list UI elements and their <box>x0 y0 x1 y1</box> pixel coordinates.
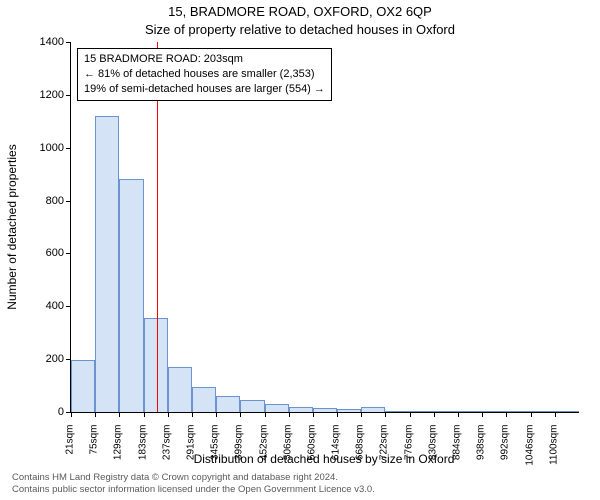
histogram-bar <box>434 411 458 412</box>
footer-attribution: Contains HM Land Registry data © Crown c… <box>12 472 375 496</box>
y-tick-label: 0 <box>24 406 64 418</box>
y-axis-label: Number of detached properties <box>5 42 25 412</box>
histogram-bar <box>410 411 434 412</box>
x-tick-label: 75sqm <box>89 425 100 475</box>
x-tick-label: 506sqm <box>282 425 293 475</box>
x-tick-label: 129sqm <box>113 425 124 475</box>
x-tick-label: 614sqm <box>331 425 342 475</box>
histogram-bar <box>337 409 361 412</box>
histogram-bar <box>506 411 530 412</box>
x-tick-label: 830sqm <box>427 425 438 475</box>
annotation-line-1: 15 BRADMORE ROAD: 203sqm <box>84 52 325 67</box>
x-tick-label: 1046sqm <box>524 425 535 475</box>
annotation-line-2: ← 81% of detached houses are smaller (2,… <box>84 67 325 82</box>
histogram-bar <box>71 360 95 412</box>
histogram-bar <box>289 407 313 412</box>
annotation-box: 15 BRADMORE ROAD: 203sqm ← 81% of detach… <box>77 48 332 101</box>
chart-title: 15, BRADMORE ROAD, OXFORD, OX2 6QP <box>0 4 600 19</box>
x-tick-label: 776sqm <box>403 425 414 475</box>
histogram-bar <box>385 411 409 412</box>
x-tick-label: 992sqm <box>500 425 511 475</box>
histogram-bar <box>144 318 168 412</box>
histogram-bar <box>240 400 264 412</box>
x-tick-label: 668sqm <box>355 425 366 475</box>
histogram-bar <box>216 396 240 412</box>
histogram-bar <box>119 179 143 412</box>
x-tick-label: 291sqm <box>185 425 196 475</box>
histogram-bar <box>265 404 289 412</box>
x-tick-label: 183sqm <box>137 425 148 475</box>
y-tick-label: 600 <box>24 247 64 259</box>
y-tick-label: 1000 <box>24 142 64 154</box>
annotation-line-3: 19% of semi-detached houses are larger (… <box>84 82 325 97</box>
x-tick-label: 1100sqm <box>548 425 559 475</box>
x-tick-label: 399sqm <box>234 425 245 475</box>
histogram-bar <box>458 411 482 412</box>
histogram-bar <box>555 411 579 412</box>
x-tick-label: 345sqm <box>210 425 221 475</box>
x-tick-label: 884sqm <box>452 425 463 475</box>
histogram-bar <box>482 411 506 412</box>
chart-subtitle: Size of property relative to detached ho… <box>0 22 600 37</box>
x-tick-label: 938sqm <box>476 425 487 475</box>
x-tick-label: 21sqm <box>65 425 76 475</box>
histogram-bar <box>313 408 337 412</box>
y-tick-label: 1200 <box>24 89 64 101</box>
footer-line-2: Contains public sector information licen… <box>12 484 375 496</box>
y-tick-label: 1400 <box>24 36 64 48</box>
y-tick-label: 800 <box>24 195 64 207</box>
histogram-bar <box>168 367 192 412</box>
y-tick-label: 200 <box>24 353 64 365</box>
histogram-bar <box>361 407 385 412</box>
x-tick-label: 560sqm <box>306 425 317 475</box>
histogram-bar <box>192 387 216 412</box>
x-tick-label: 237sqm <box>161 425 172 475</box>
x-tick-label: 452sqm <box>258 425 269 475</box>
histogram-bar <box>531 411 555 412</box>
y-tick-label: 400 <box>24 300 64 312</box>
histogram-bar <box>95 116 119 412</box>
x-tick-label: 722sqm <box>379 425 390 475</box>
